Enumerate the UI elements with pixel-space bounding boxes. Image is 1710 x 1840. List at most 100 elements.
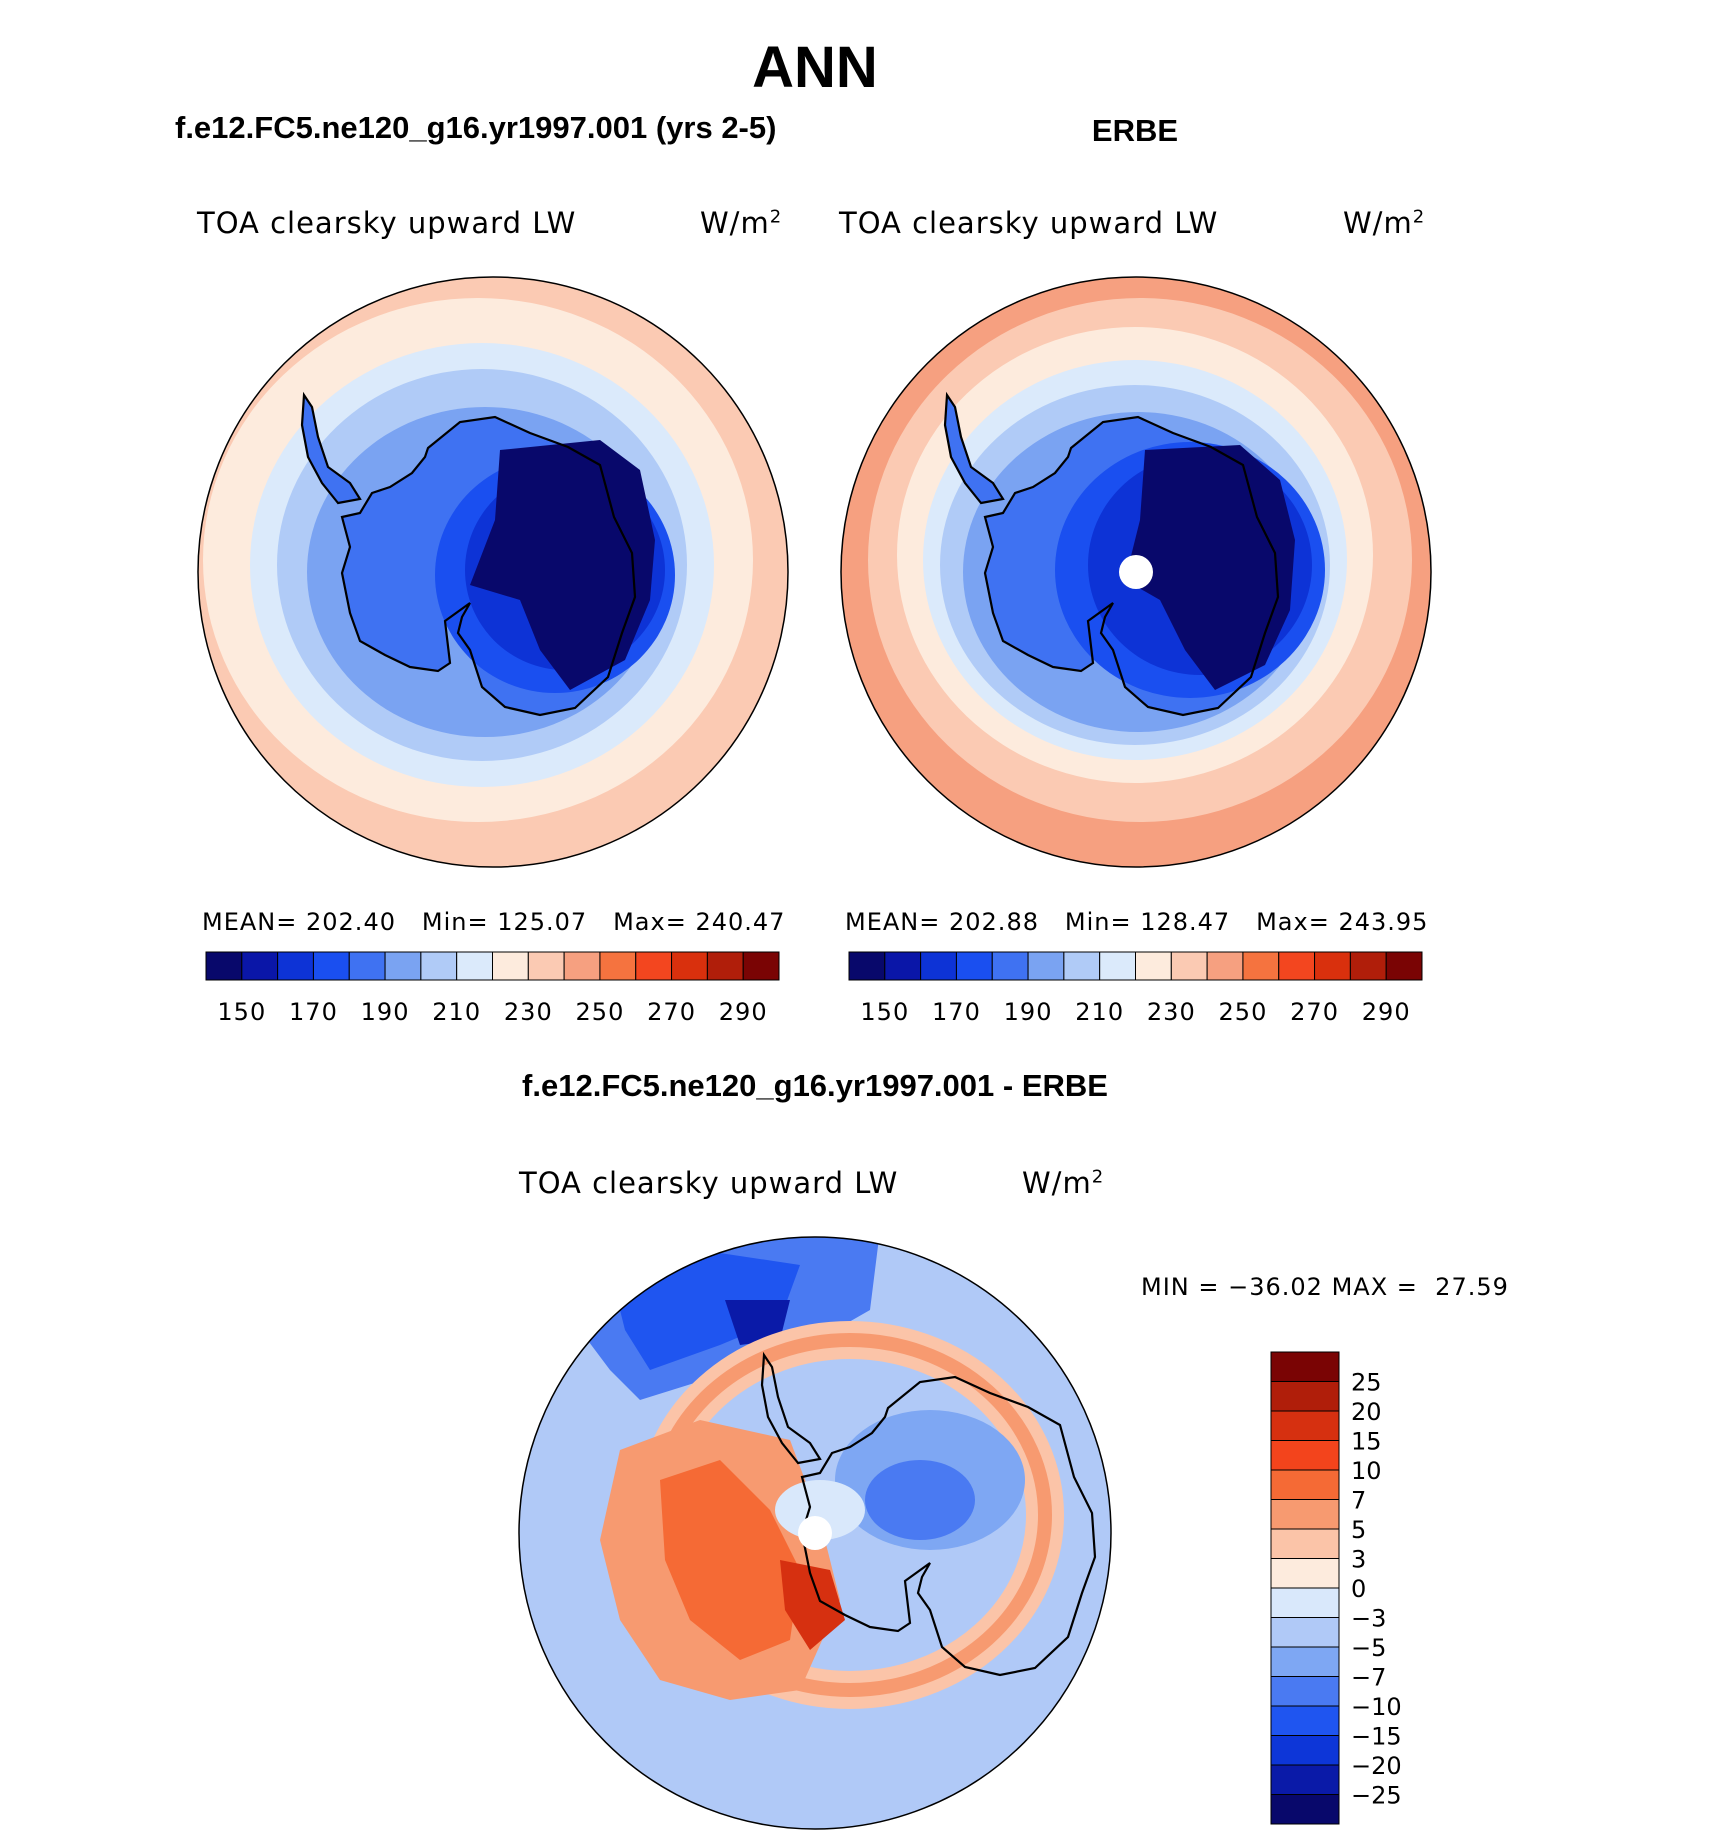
obs-colorbar-swatch <box>920 951 957 981</box>
diff-colorbar-tick-label: −7 <box>1351 1664 1386 1692</box>
model-colorbar-swatch <box>348 951 386 981</box>
obs-colorbar-tick-label: 230 <box>1147 998 1196 1026</box>
diff-colorbar-tick-label: 20 <box>1351 1398 1382 1426</box>
obs-colorbar-swatch <box>1170 951 1208 981</box>
diff-colorbar-tick-label: −15 <box>1351 1723 1402 1751</box>
diff-colorbar-tick-label: −10 <box>1351 1693 1402 1721</box>
diff-map <box>519 1237 1111 1829</box>
model-colorbar-tick-label: 210 <box>432 998 481 1026</box>
obs-colorbar-swatch <box>991 951 1029 981</box>
obs-colorbar: 150 170 190 210 230 250 270 290 <box>848 951 1423 1026</box>
obs-map <box>841 277 1431 867</box>
diff-colorbar-swatch <box>1270 1469 1340 1500</box>
diff-colorbar-swatch <box>1270 1499 1340 1530</box>
obs-colorbar-swatch <box>1063 951 1101 981</box>
model-colorbar-tick-label: 270 <box>647 998 696 1026</box>
obs-panel-title: ERBE <box>1091 113 1179 148</box>
obs-map-border <box>840 276 1432 868</box>
obs-colorbar-swatch <box>884 951 922 981</box>
model-colorbar-swatch <box>277 951 314 981</box>
model-map <box>198 277 788 867</box>
diff-colorbar-swatch <box>1270 1646 1340 1677</box>
diff-colorbar-swatch <box>1270 1794 1340 1825</box>
diff-colorbar-tick-label: 0 <box>1351 1575 1366 1603</box>
diff-colorbar-swatch <box>1270 1617 1340 1648</box>
model-panel-title: f.e12.FC5.ne120_g16.yr1997.001 (yrs 2-5) <box>175 110 777 145</box>
diff-max-value: 27.59 <box>1435 1273 1509 1301</box>
obs-stats: MEAN= 202.88 Min= 128.47 Max= 243.95 <box>845 908 1428 936</box>
model-colorbar-swatch <box>599 951 637 981</box>
diff-colorbar-swatch <box>1270 1528 1340 1559</box>
obs-colorbar-swatch <box>1314 951 1351 981</box>
model-colorbar-swatch <box>706 951 744 981</box>
obs-units-exponent: 2 <box>1412 206 1426 228</box>
obs-colorbar-swatch <box>1278 951 1316 981</box>
diff-colorbar-swatch <box>1270 1558 1340 1589</box>
obs-colorbar-tick-label: 270 <box>1290 998 1339 1026</box>
obs-colorbar-swatch <box>1099 951 1136 981</box>
model-colorbar-swatch <box>241 951 279 981</box>
obs-colorbar-tick-label: 190 <box>1004 998 1053 1026</box>
diff-colorbar-swatch <box>1270 1410 1340 1441</box>
obs-colorbar-swatch <box>1385 951 1423 981</box>
model-colorbar-swatch <box>742 951 780 981</box>
obs-colorbar-swatch <box>955 951 993 981</box>
obs-colorbar-tick-label: 150 <box>860 998 909 1026</box>
diff-stats: MIN = −36.02 MAX = 27.59 <box>1141 1273 1509 1301</box>
model-colorbar-tick-label: 290 <box>719 998 768 1026</box>
model-colorbar-tick-label: 190 <box>361 998 410 1026</box>
figure-title: ANN <box>752 35 878 100</box>
model-colorbar: 150 170 190 210 230 250 270 290 <box>205 951 780 1026</box>
obs-max-value: 243.95 <box>1338 908 1429 936</box>
model-colorbar-swatch <box>635 951 673 981</box>
diff-colorbar-tick-label: −20 <box>1351 1752 1402 1780</box>
model-colorbar-swatch <box>456 951 493 981</box>
diff-colorbar-tick-label: 15 <box>1351 1428 1382 1456</box>
obs-colorbar-swatch <box>1349 951 1387 981</box>
model-colorbar-swatch <box>527 951 565 981</box>
model-colorbar-swatch <box>492 951 529 981</box>
diff-colorbar-tick-label: 10 <box>1351 1457 1382 1485</box>
diff-units-exponent: 2 <box>1091 1166 1105 1188</box>
model-min-label: Min= <box>421 908 489 936</box>
obs-pole-hole <box>1119 555 1153 589</box>
diff-negative-east-core <box>865 1460 975 1540</box>
obs-mean-label: MEAN= <box>845 908 941 936</box>
diff-colorbar-swatch <box>1270 1440 1340 1471</box>
obs-variable-label: TOA clearsky upward LW <box>839 206 1219 240</box>
model-max-label: Max= <box>613 908 687 936</box>
diff-map-border <box>518 1236 1112 1830</box>
diff-colorbar-tick-label: 3 <box>1351 1546 1366 1574</box>
model-max-value: 240.47 <box>695 908 786 936</box>
model-mean-label: MEAN= <box>202 908 298 936</box>
diff-min-label: MIN = <box>1141 1273 1220 1301</box>
model-units-text: W/m <box>700 206 770 240</box>
obs-min-value: 128.47 <box>1140 908 1231 936</box>
diff-strong-positive-west <box>660 1460 800 1660</box>
model-colorbar-tick-label: 170 <box>289 998 338 1026</box>
model-colorbar-swatch <box>312 951 350 981</box>
obs-colorbar-tick-label: 170 <box>932 998 981 1026</box>
difference-panel-title: f.e12.FC5.ne120_g16.yr1997.001 - ERBE <box>522 1068 1108 1103</box>
diff-colorbar-tick-label: 7 <box>1351 1487 1366 1515</box>
diff-colorbar-tick-label: 5 <box>1351 1516 1366 1544</box>
diff-max-label: MAX = <box>1331 1273 1418 1301</box>
diff-colorbar-tick-label: 25 <box>1351 1369 1382 1397</box>
model-units-label: W/m2 <box>700 206 782 240</box>
model-plateau-core <box>470 440 655 690</box>
diff-colorbar-swatch <box>1270 1705 1340 1736</box>
model-variable-label: TOA clearsky upward LW <box>197 206 577 240</box>
model-units-exponent: 2 <box>769 206 783 228</box>
diff-colorbar-swatch <box>1270 1764 1340 1795</box>
obs-plateau-core <box>1125 445 1295 690</box>
model-stats: MEAN= 202.40 Min= 125.07 Max= 240.47 <box>202 908 785 936</box>
obs-colorbar-swatch <box>1206 951 1244 981</box>
diff-near-zero-pole <box>775 1480 865 1540</box>
diff-colorbar-swatch <box>1270 1676 1340 1707</box>
model-colorbar-swatch <box>420 951 458 981</box>
obs-colorbar-swatch <box>1242 951 1280 981</box>
model-colorbar-swatch <box>205 951 243 981</box>
obs-min-label: Min= <box>1064 908 1132 936</box>
